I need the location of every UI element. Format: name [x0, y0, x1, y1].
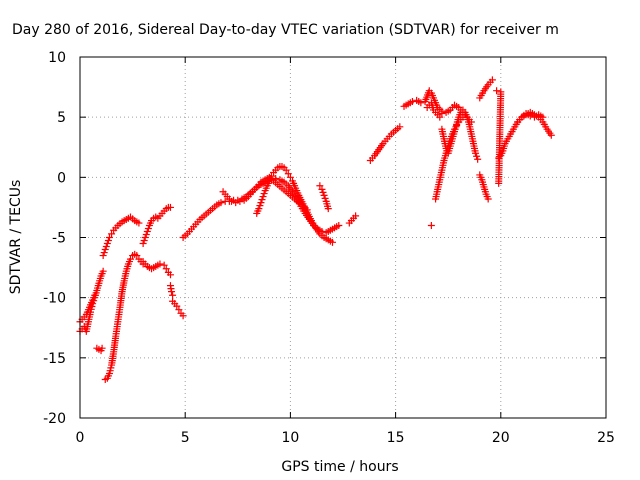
- data-point: [493, 87, 501, 95]
- data-point: [133, 252, 141, 260]
- x-axis-label: GPS time / hours: [281, 459, 398, 475]
- data-point: [108, 230, 116, 238]
- grid-lines: [79, 56, 607, 419]
- data-point: [175, 306, 183, 314]
- data-point: [473, 152, 481, 160]
- data-point: [143, 227, 151, 235]
- data-point: [474, 155, 482, 163]
- data-point: [259, 193, 267, 201]
- axis-ticks: 0 5 10 15 20 25 -20 -15 -10 -5 0 5 10: [43, 50, 615, 446]
- data-point: [284, 170, 292, 178]
- data-point: [328, 238, 336, 246]
- x-tick-label: 0: [76, 430, 85, 446]
- data-point: [166, 271, 174, 279]
- data-point: [140, 237, 148, 245]
- data-points: [76, 76, 555, 383]
- data-point: [488, 76, 496, 84]
- data-point: [267, 172, 275, 180]
- data-point: [162, 265, 170, 273]
- x-tick-label: 10: [281, 430, 299, 446]
- data-point: [103, 240, 111, 248]
- data-point: [217, 199, 225, 207]
- data-point: [282, 166, 290, 174]
- x-tick-label: 20: [492, 430, 510, 446]
- data-point: [438, 110, 446, 118]
- y-axis-label: SDTVAR / TECUs: [8, 180, 24, 295]
- data-point: [324, 205, 332, 213]
- data-point: [102, 243, 110, 251]
- y-tick-label: 5: [57, 110, 66, 126]
- data-point: [417, 99, 425, 107]
- y-tick-label: -10: [43, 291, 66, 307]
- data-point: [286, 173, 294, 181]
- data-point: [547, 131, 555, 139]
- data-point: [396, 123, 404, 131]
- data-point: [91, 291, 99, 299]
- data-point: [101, 246, 109, 254]
- data-point: [427, 221, 435, 229]
- data-point: [227, 197, 235, 205]
- data-point: [256, 202, 264, 210]
- data-point: [408, 98, 416, 106]
- y-tick-label: 0: [57, 170, 66, 186]
- data-point: [169, 291, 177, 299]
- data-point: [156, 260, 164, 268]
- data-point: [104, 237, 112, 245]
- data-point: [318, 185, 326, 193]
- data-point: [258, 196, 266, 204]
- data-point: [260, 190, 268, 198]
- data-point: [236, 197, 244, 205]
- data-point: [100, 249, 108, 257]
- y-tick-label: -5: [52, 231, 66, 247]
- data-point: [257, 199, 265, 207]
- data-point: [139, 240, 147, 248]
- y-tick-label: -15: [43, 351, 66, 367]
- data-point: [320, 191, 328, 199]
- data-point: [255, 205, 263, 213]
- data-point: [319, 188, 327, 196]
- x-tick-label: 15: [387, 430, 405, 446]
- data-point: [168, 288, 176, 296]
- data-point: [141, 234, 149, 241]
- data-point: [484, 195, 492, 203]
- data-point: [316, 182, 324, 190]
- x-tick-label: 25: [597, 430, 615, 446]
- data-point: [105, 234, 113, 241]
- data-point: [539, 113, 547, 121]
- y-tick-label: -20: [43, 411, 66, 427]
- y-tick-label: 10: [48, 50, 66, 66]
- data-point: [160, 261, 168, 269]
- data-point: [173, 302, 181, 310]
- data-point: [335, 221, 343, 229]
- chart-title: Day 280 of 2016, Sidereal Day-to-day VTE…: [12, 22, 559, 38]
- data-point: [126, 255, 134, 263]
- x-tick-label: 5: [181, 430, 190, 446]
- data-point: [472, 149, 480, 157]
- data-point: [144, 224, 152, 232]
- data-point: [99, 267, 107, 275]
- data-point: [135, 219, 143, 227]
- plot-frame: [79, 56, 607, 419]
- data-point: [352, 212, 360, 220]
- data-point: [98, 344, 106, 352]
- data-point: [232, 199, 240, 207]
- data-point: [436, 113, 444, 121]
- data-point: [526, 112, 534, 120]
- data-point: [321, 194, 329, 202]
- data-point: [179, 312, 187, 320]
- data-point: [99, 252, 107, 260]
- data-point: [495, 179, 503, 187]
- data-point: [142, 230, 150, 238]
- data-point: [166, 203, 174, 211]
